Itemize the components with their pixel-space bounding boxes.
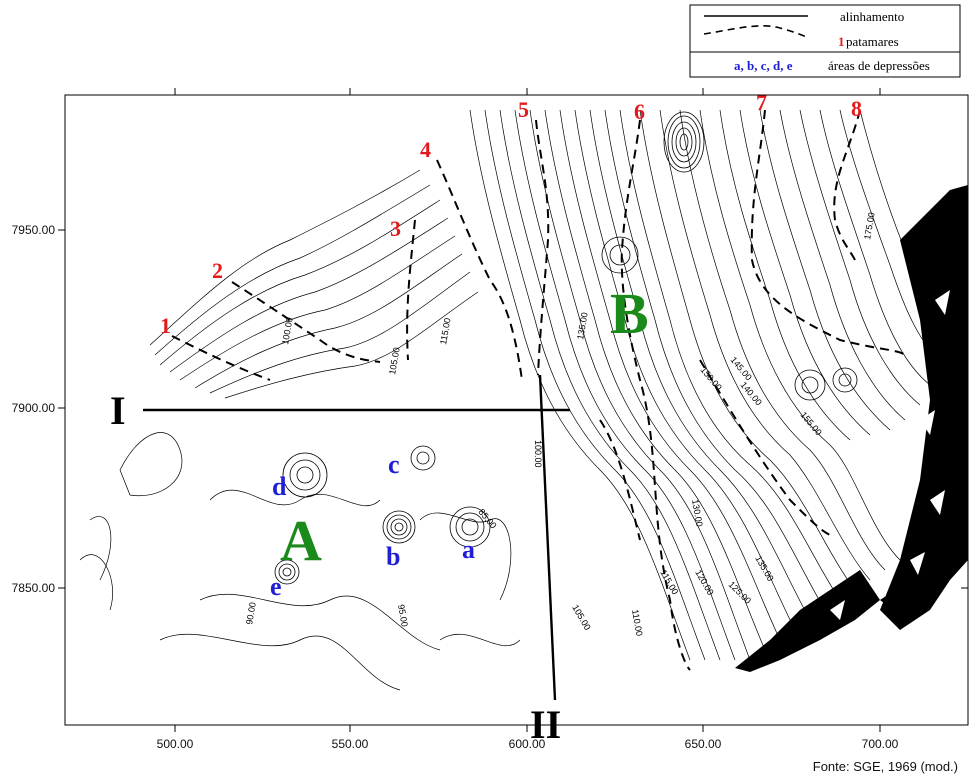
x-tick-label: 600.00 <box>509 737 546 751</box>
terrace-number: 6 <box>634 99 645 124</box>
depression-letter: c <box>388 450 400 479</box>
terrace-number: 3 <box>390 216 401 241</box>
area-label-a: A <box>280 508 322 573</box>
depression-letters: a b c d e <box>270 450 475 601</box>
terrace-number: 8 <box>851 96 862 121</box>
x-tick-label: 650.00 <box>685 737 722 751</box>
contour-value-label: 90.00 <box>244 601 258 625</box>
contour-value-label: 135.00 <box>575 311 590 340</box>
terrace-number: 1 <box>160 313 171 338</box>
legend-depression-label: áreas de depressões <box>828 58 930 73</box>
terrace-numbers: 1 2 3 4 5 6 7 8 <box>160 90 862 338</box>
contour-value-label: 115.00 <box>438 317 453 345</box>
profile-label-i: I <box>110 388 126 433</box>
legend-terrace-line <box>703 25 809 39</box>
depression-letter: a <box>462 535 475 564</box>
escarpment-highlights <box>830 290 950 620</box>
contour-value-label: 110.00 <box>630 609 645 637</box>
legend-box <box>689 4 961 78</box>
depression-letter: d <box>272 472 287 501</box>
contour-value-label: 130.00 <box>690 499 705 528</box>
source-note: Fonte: SGE, 1969 (mod.) <box>812 759 958 774</box>
x-tick-label: 500.00 <box>157 737 194 751</box>
depression-letter: e <box>270 572 282 601</box>
profile-label-ii: II <box>530 702 561 747</box>
contour-value-label: 100.00 <box>533 440 543 468</box>
y-tick-label: 7950.00 <box>12 223 56 237</box>
dense-contour-cluster <box>663 111 705 173</box>
legend-depression-letters: a, b, c, d, e <box>734 58 793 73</box>
contour-value-label: 105.00 <box>387 346 402 375</box>
contour-value-label: 95.00 <box>396 604 410 628</box>
legend: alinhamento 1 patamares a, b, c, d, e ár… <box>689 4 961 78</box>
depression-rings <box>274 236 858 585</box>
x-tick-label: 700.00 <box>862 737 899 751</box>
legend-terrace-number: 1 <box>838 34 845 49</box>
y-tick-label: 7850.00 <box>12 581 56 595</box>
x-axis-ticks <box>174 88 881 732</box>
area-label-b: B <box>610 281 649 346</box>
terrace-number: 5 <box>518 97 529 122</box>
terrace-lines <box>171 109 906 671</box>
terrace-number: 4 <box>420 137 431 162</box>
y-tick-label: 7900.00 <box>12 401 56 415</box>
x-tick-label: 550.00 <box>332 737 369 751</box>
terrace-number: 7 <box>756 90 767 115</box>
contour-value-label: 100.00 <box>280 316 295 345</box>
legend-terrace-label: patamares <box>846 34 899 49</box>
contour-lines <box>79 109 956 691</box>
legend-alignment-label: alinhamento <box>840 9 904 24</box>
depression-letter: b <box>386 542 400 571</box>
profile-lines <box>143 374 570 701</box>
contour-value-label: 175.00 <box>862 211 877 240</box>
terrace-number: 2 <box>212 258 223 283</box>
